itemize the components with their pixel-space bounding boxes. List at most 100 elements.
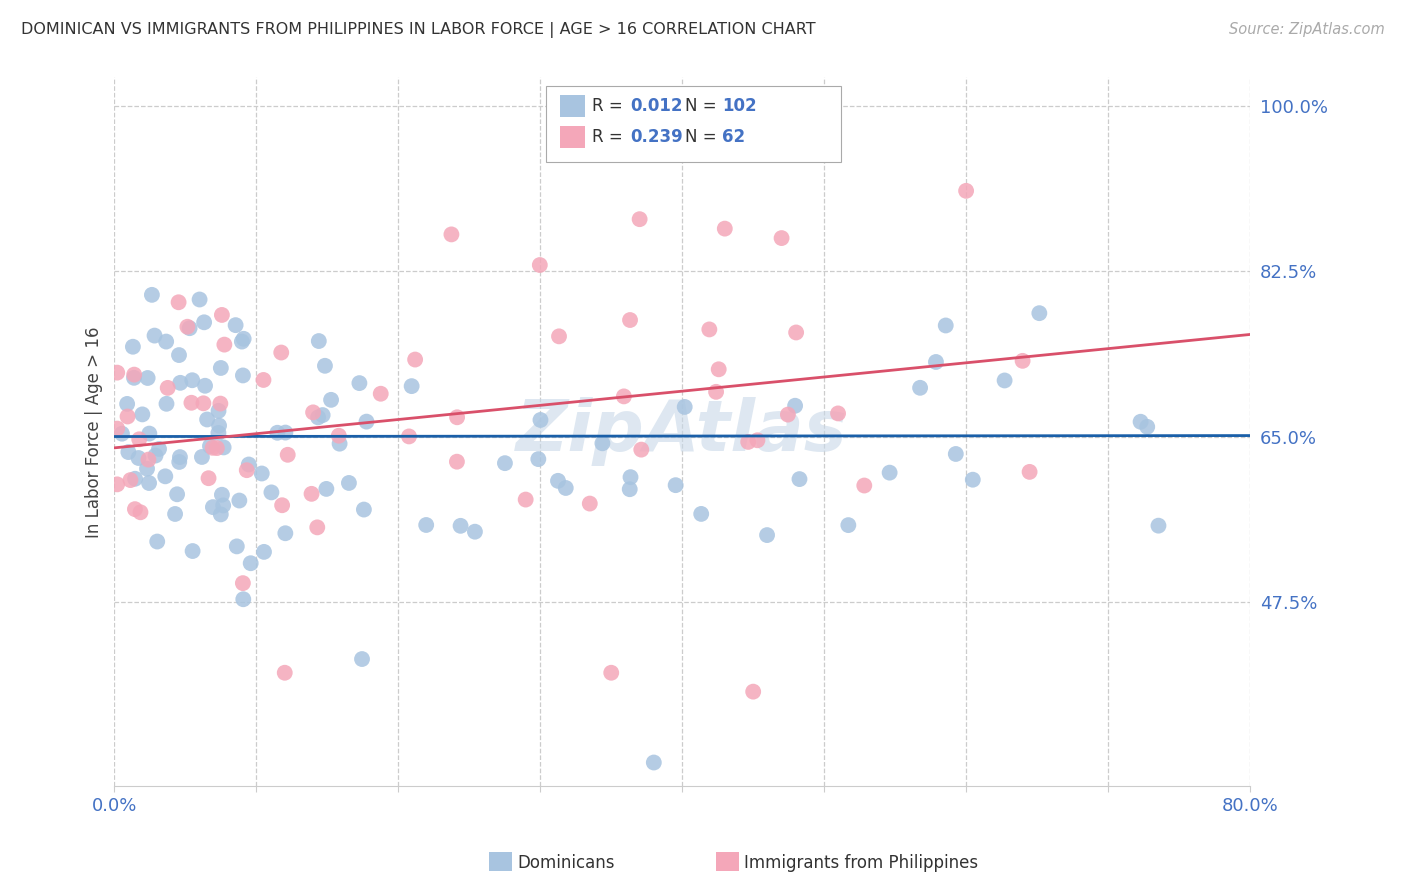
Point	[591, 436, 613, 450]
Point	[527, 452, 550, 467]
Point	[194, 378, 217, 392]
Point	[131, 408, 153, 422]
Point	[446, 455, 468, 469]
Point	[628, 212, 651, 227]
Point	[167, 455, 190, 469]
Point	[193, 396, 215, 410]
Point	[853, 478, 876, 492]
Point	[191, 450, 214, 464]
Point	[529, 413, 551, 427]
Point	[207, 425, 229, 440]
Point	[239, 556, 262, 570]
Point	[962, 473, 984, 487]
Point	[128, 450, 150, 465]
Point	[250, 467, 273, 481]
Point	[827, 406, 849, 420]
Point	[122, 368, 145, 382]
Point	[212, 441, 235, 455]
Point	[440, 227, 463, 242]
Point	[155, 397, 177, 411]
Y-axis label: In Labor Force | Age > 16: In Labor Force | Age > 16	[86, 326, 103, 538]
Point	[232, 332, 254, 346]
Point	[994, 374, 1017, 388]
Point	[111, 426, 134, 441]
Point	[176, 319, 198, 334]
Point	[707, 362, 730, 376]
Point	[138, 426, 160, 441]
Point	[554, 481, 576, 495]
Point	[314, 359, 336, 373]
Point	[613, 389, 636, 403]
Point	[515, 492, 537, 507]
Point	[166, 487, 188, 501]
Point	[547, 474, 569, 488]
Point	[935, 318, 957, 333]
Point	[271, 498, 294, 512]
Point	[105, 366, 128, 380]
Text: Source: ZipAtlas.com: Source: ZipAtlas.com	[1229, 22, 1385, 37]
Point	[690, 507, 713, 521]
Point	[209, 508, 232, 522]
Point	[266, 425, 288, 440]
Point	[742, 684, 765, 698]
Point	[129, 505, 152, 519]
Point	[308, 334, 330, 348]
Point	[301, 487, 323, 501]
Point	[349, 376, 371, 390]
Point	[214, 337, 236, 351]
Point	[115, 397, 138, 411]
Point	[117, 445, 139, 459]
Point	[319, 392, 342, 407]
Point	[945, 447, 967, 461]
Point	[1136, 419, 1159, 434]
Point	[600, 665, 623, 680]
Point	[529, 258, 551, 272]
Point	[167, 348, 190, 362]
Point	[270, 345, 292, 359]
Point	[274, 526, 297, 541]
Point	[105, 477, 128, 491]
Point	[785, 326, 807, 340]
Point	[105, 421, 128, 435]
Text: 102: 102	[721, 97, 756, 115]
Point	[155, 469, 177, 483]
Point	[356, 415, 378, 429]
Point	[737, 434, 759, 449]
Point	[195, 412, 218, 426]
Point	[337, 475, 360, 490]
Point	[955, 184, 977, 198]
Point	[231, 334, 253, 349]
Point	[211, 308, 233, 322]
Point	[307, 520, 329, 534]
Point	[138, 452, 160, 467]
Point	[138, 476, 160, 491]
Point	[201, 500, 224, 515]
Point	[122, 340, 145, 354]
Text: ZipAtlas: ZipAtlas	[516, 397, 848, 467]
Point	[446, 410, 468, 425]
Point	[253, 545, 276, 559]
Point	[156, 381, 179, 395]
Point	[925, 355, 948, 369]
Text: R =: R =	[592, 128, 628, 146]
Point	[578, 497, 600, 511]
Point	[770, 231, 793, 245]
Point	[328, 428, 350, 442]
Point	[124, 472, 146, 486]
Point	[404, 352, 426, 367]
Point	[1129, 415, 1152, 429]
Point	[837, 518, 859, 533]
Point	[756, 528, 779, 542]
Point	[148, 442, 170, 456]
Point	[136, 371, 159, 385]
Point	[238, 458, 260, 472]
Point	[155, 334, 177, 349]
Point	[776, 408, 799, 422]
Text: Immigrants from Philippines: Immigrants from Philippines	[744, 854, 979, 871]
Point	[120, 473, 142, 487]
Point	[494, 456, 516, 470]
Point	[704, 384, 727, 399]
Point	[236, 463, 259, 477]
Point	[198, 439, 221, 453]
Point	[630, 442, 652, 457]
